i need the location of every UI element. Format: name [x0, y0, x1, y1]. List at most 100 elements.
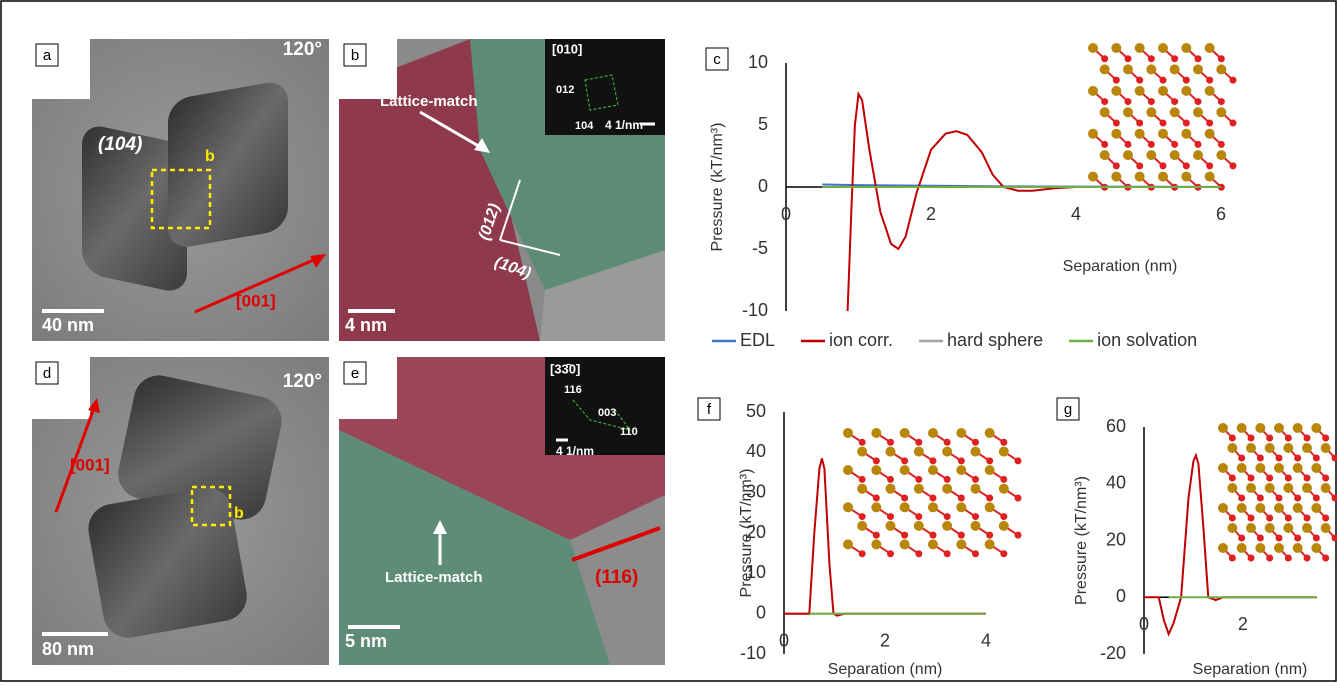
atom: [1294, 455, 1301, 462]
atom: [1304, 435, 1311, 442]
atom: [1274, 503, 1284, 513]
x-axis-title: Separation (nm): [1193, 661, 1308, 678]
y-tick-label: 40: [1106, 473, 1126, 493]
atom: [1195, 55, 1202, 62]
atom: [1123, 150, 1133, 160]
atom: [1302, 443, 1312, 453]
atom: [1193, 64, 1203, 74]
atom: [914, 447, 924, 457]
atom: [1266, 515, 1273, 522]
atom: [971, 484, 981, 494]
y-axis-title: Pressure (kT/nm³): [1073, 476, 1090, 605]
atom: [1148, 141, 1155, 148]
atom: [1181, 86, 1191, 96]
x-tick-label: 2: [926, 204, 936, 224]
atom: [1135, 129, 1145, 139]
atom: [1227, 483, 1237, 493]
atom: [956, 428, 966, 438]
atom: [859, 550, 866, 557]
atom: [871, 502, 881, 512]
atom: [986, 457, 993, 464]
x-tick-label: 6: [1216, 204, 1226, 224]
atom: [1276, 535, 1283, 542]
y-axis-title: Pressure (kT/nm³): [709, 123, 726, 252]
atom: [1000, 439, 1007, 446]
atom: [1276, 495, 1283, 502]
atom: [1146, 150, 1156, 160]
atom: [1015, 495, 1022, 502]
atom: [873, 532, 880, 539]
atom: [1293, 503, 1303, 513]
atom: [1265, 523, 1275, 533]
atom: [1237, 423, 1247, 433]
box-label: b: [205, 148, 215, 165]
atom: [1136, 77, 1143, 84]
atom: [1100, 107, 1110, 117]
atom: [1246, 443, 1256, 453]
atom: [928, 502, 938, 512]
x-tick-label: 4: [981, 630, 991, 650]
atom: [1218, 141, 1225, 148]
atom: [1237, 463, 1247, 473]
atom: [985, 465, 995, 475]
atom: [1227, 443, 1237, 453]
atom: [928, 465, 938, 475]
atom: [1000, 513, 1007, 520]
y-tick-label: 20: [1106, 529, 1126, 549]
spot: 003: [598, 407, 616, 419]
atom: [1206, 162, 1213, 169]
atom: [857, 447, 867, 457]
y-tick-label: -10: [742, 300, 768, 320]
atom: [914, 521, 924, 531]
atom: [1265, 443, 1275, 453]
atom: [1088, 172, 1098, 182]
atom: [1218, 503, 1228, 513]
panel-b: b Lattice-match [010] 012 104 4 1/nm (01…: [339, 39, 665, 341]
atom: [1216, 107, 1226, 117]
atom: [843, 428, 853, 438]
atom: [1248, 435, 1255, 442]
atom: [1158, 129, 1168, 139]
y-tick-label: -10: [740, 643, 766, 663]
atom: [1160, 120, 1167, 127]
atom: [958, 532, 965, 539]
y-tick-label: 0: [756, 602, 766, 622]
atom: [1311, 463, 1321, 473]
atom: [887, 476, 894, 483]
atom: [972, 513, 979, 520]
atom: [1255, 463, 1265, 473]
atom: [1195, 141, 1202, 148]
atom: [871, 539, 881, 549]
atom: [1285, 515, 1292, 522]
atom: [1183, 120, 1190, 127]
atom: [1311, 503, 1321, 513]
x-tick-label: 2: [1238, 614, 1248, 634]
atom: [859, 513, 866, 520]
atom: [1088, 43, 1098, 53]
panel-d: d 120° [001] b 80 nm: [32, 357, 329, 665]
panel-label: g: [1064, 401, 1072, 418]
atom: [1088, 129, 1098, 139]
y-tick-label: 0: [1116, 586, 1126, 606]
atom: [1216, 64, 1226, 74]
atom: [886, 521, 896, 531]
zone-axis: [33̄0]: [550, 361, 580, 376]
atom: [1311, 543, 1321, 553]
atom: [1160, 162, 1167, 169]
legend-label: ion solvation: [1097, 330, 1197, 350]
atom: [1113, 77, 1120, 84]
atom: [901, 457, 908, 464]
atom: [843, 502, 853, 512]
atom: [1135, 43, 1145, 53]
atom: [930, 457, 937, 464]
atom: [900, 539, 910, 549]
atom: [985, 539, 995, 549]
atom: [886, 484, 896, 494]
panel-label: d: [43, 365, 51, 382]
atom: [1148, 98, 1155, 105]
direction: [001]: [236, 291, 276, 310]
atom: [985, 502, 995, 512]
atom: [859, 439, 866, 446]
atom: [1170, 107, 1180, 117]
atom: [1321, 523, 1331, 533]
